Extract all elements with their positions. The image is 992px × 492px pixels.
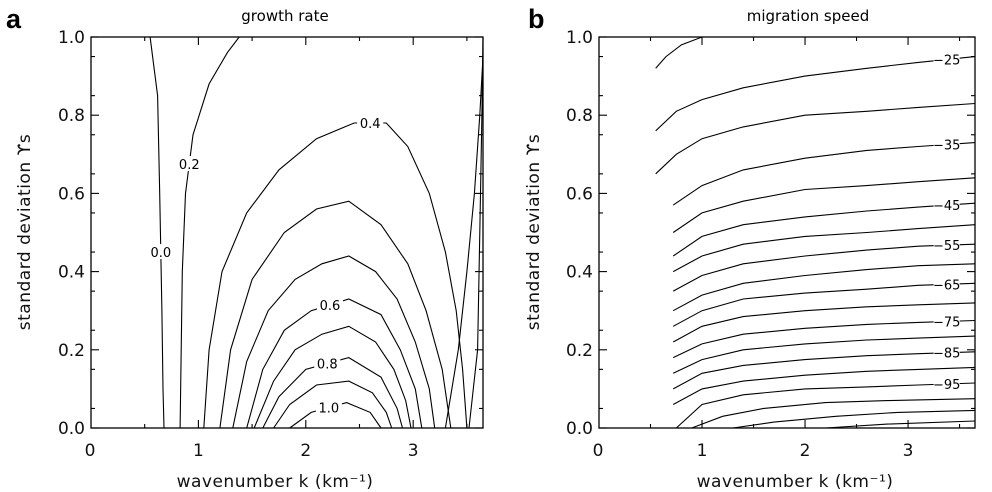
x-tick-label: 2	[800, 441, 811, 461]
contour-label-bg	[147, 244, 174, 260]
plot-area: 0.0 0.2 0.4 0.6 0.8 1.0 0.0 0.2 0.4 0.6 0.8 1.0 0 1 2 3	[58, 28, 484, 461]
contour-label-bg	[933, 376, 960, 392]
contour-line	[672, 243, 976, 292]
contour-label: −95	[933, 378, 960, 393]
contour-label-bg	[933, 276, 960, 292]
contour-line	[672, 142, 976, 206]
contour-label-bg	[176, 156, 203, 172]
y-tick-label: 0.2	[58, 341, 85, 361]
contour-line	[825, 420, 976, 429]
contour-label: −45	[933, 199, 960, 214]
contour-label: 0.4	[360, 117, 381, 132]
contour-line	[262, 357, 404, 429]
y-tick-label: 0.2	[566, 341, 593, 361]
contour-label: 0.6	[320, 299, 341, 314]
contour-line	[232, 255, 436, 429]
y-tick-label: 0.4	[58, 263, 85, 283]
panel-letter-b: b	[528, 4, 545, 34]
contour-line	[732, 409, 976, 429]
y-tick-label: 0.8	[566, 106, 593, 126]
contour-line	[691, 398, 976, 429]
y-axis-label: standard deviation ϒs	[15, 134, 35, 330]
panel-letter-a: a	[6, 4, 22, 34]
contour-label: 1.0	[319, 401, 340, 416]
contour-label-bg	[933, 51, 960, 67]
y-tick-label: 0.6	[58, 184, 85, 204]
plot-frame	[598, 36, 976, 429]
x-tick-label: 1	[697, 441, 708, 461]
contour-label-bg	[357, 115, 384, 131]
x-tick-label: 3	[408, 441, 419, 461]
contour-label: −65	[933, 278, 960, 293]
x-axis-label: wavenumber k (km⁻¹)	[177, 472, 374, 492]
contour-label-bg	[315, 399, 342, 415]
contour-label-bg	[314, 355, 341, 371]
panel-growth-rate: a growth rate wavenumber k (km⁻¹) standa…	[6, 4, 484, 492]
panel-migration-speed: b migration speed wavenumber k (km⁻¹) st…	[524, 4, 976, 492]
contour-label-bg	[933, 197, 960, 213]
plot-area: −25 −35 −45 −55 −65 −75 −85 −95 0.0 0.2 0.4 0.6 0.8 1…	[566, 28, 976, 461]
contour-label: −35	[933, 139, 960, 154]
contour-line	[444, 56, 484, 429]
contour-line	[149, 36, 165, 429]
contour-line	[672, 319, 976, 359]
contour-label: −85	[933, 347, 960, 362]
contour-label: −75	[933, 315, 960, 330]
x-tick-label: 2	[300, 441, 311, 461]
y-tick-label: 1.0	[566, 28, 593, 48]
y-tick-label: 0.0	[58, 419, 85, 439]
contour-line	[672, 302, 976, 343]
contour-line	[273, 380, 393, 429]
contour-line	[672, 224, 976, 273]
y-tick-label: 1.0	[58, 28, 85, 48]
contour-line	[219, 200, 452, 429]
x-tick-label: 0	[593, 441, 604, 461]
contour-line	[253, 325, 412, 429]
contour-line	[468, 36, 484, 429]
contour-line	[246, 298, 423, 429]
contour-label: 0.8	[317, 357, 338, 372]
contour-label: −55	[933, 239, 960, 254]
contour-label-bg	[316, 296, 343, 312]
contour-line	[179, 36, 240, 429]
chart-title-growth-rate: growth rate	[241, 7, 328, 25]
y-tick-label: 0.6	[566, 184, 593, 204]
x-tick-label: 3	[903, 441, 914, 461]
contour-line	[675, 382, 976, 429]
contour-line	[655, 36, 708, 69]
contour-line	[672, 351, 976, 390]
contour-line	[672, 335, 976, 374]
contour-line	[655, 102, 976, 175]
y-tick-label: 0.0	[566, 419, 593, 439]
contour-label: 0.0	[150, 246, 171, 261]
contour-label: −25	[933, 53, 960, 68]
chart-title-migration-speed: migration speed	[747, 7, 869, 25]
contour-label-bg	[933, 313, 960, 329]
contour-line	[672, 263, 976, 312]
x-axis-label: wavenumber k (km⁻¹)	[697, 472, 894, 492]
contour-line	[672, 366, 976, 405]
contour-line	[672, 202, 976, 257]
contour-line	[289, 402, 382, 429]
plot-frame	[90, 36, 484, 429]
contour-label-bg	[933, 344, 960, 360]
contour-label-bg	[933, 136, 960, 152]
contour-line	[655, 56, 976, 132]
contour-line	[672, 177, 976, 233]
y-tick-label: 0.8	[58, 106, 85, 126]
x-tick-label: 1	[193, 441, 204, 461]
contour-label: 0.2	[179, 158, 200, 173]
x-tick-label: 0	[85, 441, 96, 461]
contour-line	[672, 282, 976, 327]
y-axis-label: standard deviation ϒs	[524, 134, 544, 330]
contour-label-bg	[933, 237, 960, 253]
y-tick-label: 0.4	[566, 263, 593, 283]
